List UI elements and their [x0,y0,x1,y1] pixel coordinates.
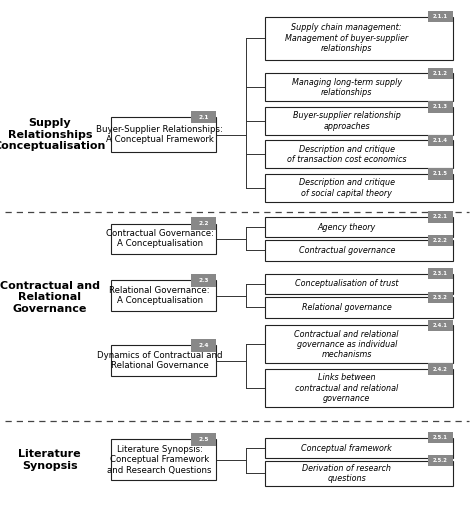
Text: Conceptual framework: Conceptual framework [301,443,392,453]
FancyBboxPatch shape [428,102,453,113]
FancyBboxPatch shape [428,268,453,279]
FancyBboxPatch shape [265,140,453,169]
FancyBboxPatch shape [428,364,453,375]
Text: 2.1.5: 2.1.5 [433,172,448,176]
FancyBboxPatch shape [428,11,453,22]
FancyBboxPatch shape [265,438,453,458]
FancyBboxPatch shape [265,217,453,237]
FancyBboxPatch shape [265,369,453,407]
FancyBboxPatch shape [111,280,216,311]
FancyBboxPatch shape [265,107,453,135]
FancyBboxPatch shape [265,461,453,486]
FancyBboxPatch shape [191,339,216,352]
Text: 2.1.2: 2.1.2 [433,71,448,76]
Text: Supply chain management:
Management of buyer-supplier
relationships: Supply chain management: Management of b… [285,23,408,53]
FancyBboxPatch shape [265,325,453,364]
FancyBboxPatch shape [428,320,453,331]
FancyBboxPatch shape [265,74,453,102]
Text: 2.2.1: 2.2.1 [433,214,448,219]
FancyBboxPatch shape [111,439,216,480]
FancyBboxPatch shape [265,274,453,294]
Text: Contractual governance: Contractual governance [299,246,395,255]
Text: 2.2.2: 2.2.2 [433,238,448,243]
Text: 2.5.1: 2.5.1 [433,435,448,440]
Text: 2.1.4: 2.1.4 [433,138,448,143]
FancyBboxPatch shape [111,345,216,376]
FancyBboxPatch shape [428,292,453,303]
Text: Relational governance: Relational governance [302,303,392,312]
Text: 2.5.2: 2.5.2 [433,458,448,463]
Text: Dynamics of Contractual and
Relational Governance: Dynamics of Contractual and Relational G… [97,351,222,370]
Text: Contractual Governance:
A Conceptualisation: Contractual Governance: A Conceptualisat… [106,229,214,248]
Text: 2.4: 2.4 [198,343,209,348]
Text: Managing long-term supply
relationships: Managing long-term supply relationships [292,78,402,97]
FancyBboxPatch shape [428,455,453,466]
FancyBboxPatch shape [265,174,453,202]
FancyBboxPatch shape [111,117,216,152]
Text: 2.5: 2.5 [198,437,209,442]
Text: 2.4.2: 2.4.2 [433,367,448,371]
FancyBboxPatch shape [265,240,453,261]
Text: Contractual and relational
governance as individual
mechanisms: Contractual and relational governance as… [294,330,399,359]
Text: Buyer-Supplier Relationships:
A Conceptual Framework: Buyer-Supplier Relationships: A Conceptu… [96,125,223,144]
Text: 2.4.1: 2.4.1 [433,323,448,328]
Text: Contractual and
Relational
Governance: Contractual and Relational Governance [0,280,100,314]
FancyBboxPatch shape [265,297,453,318]
FancyBboxPatch shape [428,432,453,443]
Text: Conceptualisation of trust: Conceptualisation of trust [295,279,399,289]
Text: 2.1: 2.1 [198,115,209,120]
Text: 2.2: 2.2 [198,221,209,226]
FancyBboxPatch shape [428,235,453,246]
Text: 2.3: 2.3 [198,278,209,283]
Text: Links between
contractual and relational
governance: Links between contractual and relational… [295,373,398,403]
FancyBboxPatch shape [428,68,453,79]
FancyBboxPatch shape [191,111,216,123]
Text: Derivation of research
questions: Derivation of research questions [302,464,391,483]
FancyBboxPatch shape [191,217,216,230]
Text: Literature
Synopsis: Literature Synopsis [18,449,81,470]
FancyBboxPatch shape [191,433,216,446]
FancyBboxPatch shape [428,135,453,146]
FancyBboxPatch shape [265,16,453,59]
Text: Literature Synopsis:
Conceptual Framework
and Research Questions: Literature Synopsis: Conceptual Framewor… [108,445,212,474]
Text: Description and critique
of transaction cost economics: Description and critique of transaction … [287,145,407,164]
FancyBboxPatch shape [191,274,216,287]
Text: 2.3.2: 2.3.2 [433,295,448,300]
Text: Agency theory: Agency theory [318,223,376,232]
Text: Supply
Relationships
Conceptualisation: Supply Relationships Conceptualisation [0,118,106,151]
Text: 2.1.3: 2.1.3 [433,105,448,109]
FancyBboxPatch shape [428,211,453,223]
Text: 2.3.1: 2.3.1 [433,271,448,276]
FancyBboxPatch shape [428,169,453,180]
Text: 2.1.1: 2.1.1 [433,14,448,19]
FancyBboxPatch shape [111,224,216,254]
Text: Buyer-supplier relationship
approaches: Buyer-supplier relationship approaches [293,111,401,131]
Text: Relational Governance:
A Conceptualisation: Relational Governance: A Conceptualisati… [109,286,210,305]
Text: Description and critique
of social capital theory: Description and critique of social capit… [299,178,395,198]
